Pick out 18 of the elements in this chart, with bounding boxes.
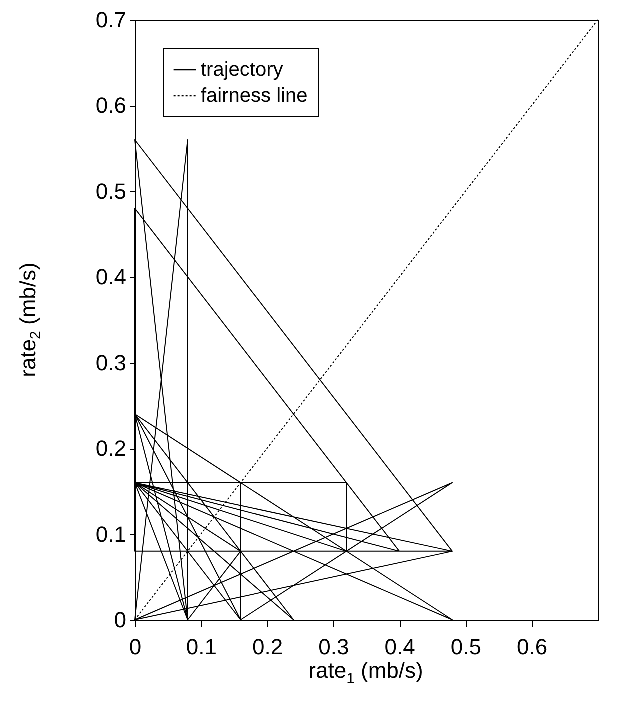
legend-label: trajectory: [201, 59, 284, 81]
y-tick-label: 0.6: [96, 93, 126, 118]
y-tick-label: 0.4: [96, 264, 126, 290]
x-tick-label: 0.5: [450, 634, 482, 660]
y-tick-label: 0.3: [96, 350, 126, 376]
y-tick-label: 0: [114, 608, 126, 632]
y-tick-label: 0.1: [96, 522, 126, 547]
x-tick-label: 0.1: [186, 634, 217, 660]
y-tick-label: 0.5: [96, 178, 126, 204]
x-tick-label: 0.4: [384, 634, 416, 660]
x-tick-label: 0: [129, 634, 142, 660]
x-tick-label: 0.3: [318, 634, 350, 660]
legend-label: fairness line: [201, 85, 308, 107]
x-axis-title: rate$_{1}$ (mb/s): [308, 658, 424, 688]
y-tick-label: 0.7: [96, 8, 126, 32]
x-tick-label: 0.2: [252, 634, 284, 660]
x-tick-label: 0.6: [517, 634, 548, 660]
y-tick-label: 0.2: [96, 436, 126, 462]
